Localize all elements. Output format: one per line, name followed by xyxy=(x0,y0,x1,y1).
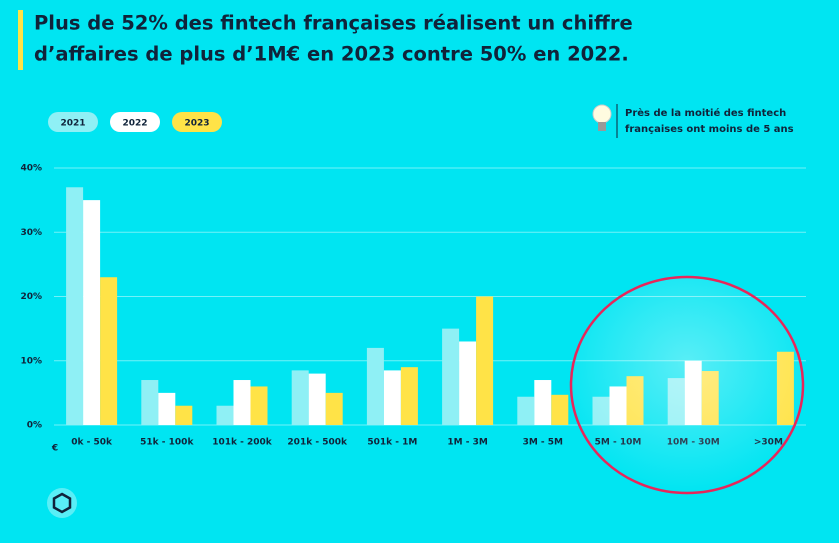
bar xyxy=(216,405,234,425)
bar xyxy=(100,277,118,425)
y-tick-label: 20% xyxy=(20,292,42,302)
legend-label: 2023 xyxy=(184,119,209,129)
y-tick-label: 10% xyxy=(20,356,42,366)
y-tick-label: 0% xyxy=(27,421,42,431)
bar xyxy=(459,341,477,425)
bar xyxy=(141,380,159,425)
x-axis-label: € xyxy=(51,444,58,454)
legend-swatch xyxy=(48,112,98,132)
legend-swatch xyxy=(110,112,160,132)
x-tick-label: 3M - 5M xyxy=(523,438,563,448)
y-tick-label: 40% xyxy=(20,164,42,174)
chart-title: Plus de 52% des fintech françaises réali… xyxy=(34,12,633,35)
x-tick-label: 501k - 1M xyxy=(367,438,417,448)
x-tick-label: 0k - 50k xyxy=(71,438,113,448)
bar xyxy=(66,187,84,425)
note-text: françaises ont moins de 5 ans xyxy=(625,124,794,135)
title-accent xyxy=(18,10,23,70)
legend-swatch xyxy=(172,112,222,132)
chart-title: d’affaires de plus d’1M€ en 2023 contre … xyxy=(34,43,629,66)
bar xyxy=(534,380,552,425)
bar xyxy=(442,328,460,425)
legend-label: 2022 xyxy=(122,119,147,129)
bar xyxy=(175,405,193,425)
bar xyxy=(233,380,251,425)
highlight-circle xyxy=(569,275,805,495)
logo xyxy=(47,488,77,518)
bar xyxy=(517,396,535,425)
x-tick-label: 101k - 200k xyxy=(212,438,273,448)
x-tick-label: 51k - 100k xyxy=(140,438,194,448)
note-icon xyxy=(592,104,612,131)
bar xyxy=(551,394,569,425)
bar xyxy=(291,370,309,425)
bar xyxy=(158,392,176,425)
bar xyxy=(476,296,494,425)
y-tick-label: 30% xyxy=(20,228,42,238)
legend-label: 2021 xyxy=(60,119,85,129)
x-tick-label: 201k - 500k xyxy=(287,438,348,448)
bar xyxy=(83,200,101,425)
bar xyxy=(366,347,384,425)
bar xyxy=(250,386,268,425)
bar xyxy=(400,367,418,425)
bar xyxy=(325,392,343,425)
bar xyxy=(308,373,326,425)
note-text: Près de la moitié des fintech xyxy=(625,107,786,119)
bar xyxy=(383,370,401,425)
x-tick-label: 1M - 3M xyxy=(447,438,487,448)
